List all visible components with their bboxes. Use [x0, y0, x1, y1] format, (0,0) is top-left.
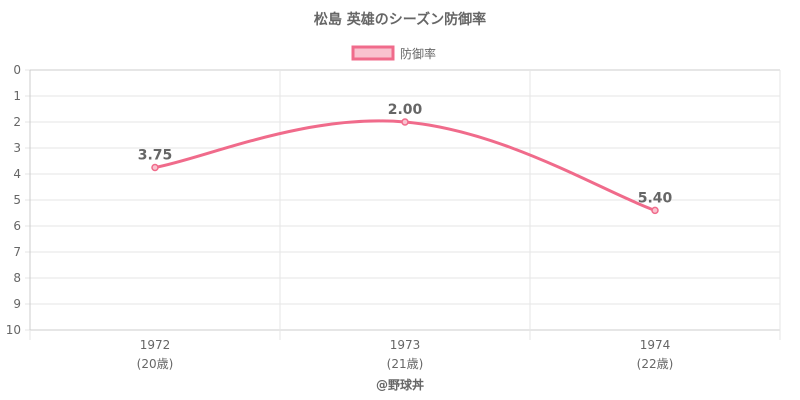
footer-credit: @野球丼 [376, 377, 424, 392]
x-tick-label: 1972 [140, 338, 171, 352]
y-tick-label: 8 [13, 271, 21, 285]
y-tick-label: 10 [6, 323, 21, 337]
legend[interactable]: 防御率 [351, 45, 436, 61]
x-tick-label: 1973 [390, 338, 421, 352]
data-point [151, 163, 159, 172]
y-tick-label: 9 [13, 297, 21, 311]
y-tick-label: 6 [13, 219, 21, 233]
x-tick-sublabel: (22歳) [637, 357, 674, 371]
series-era: 3.75 2.00 5.40 [138, 102, 673, 215]
data-point [401, 118, 409, 126]
x-tick-sublabel: (20歳) [137, 357, 174, 371]
legend-swatch [351, 45, 395, 61]
series-line [154, 119, 656, 212]
data-label: 3.75 [138, 148, 173, 164]
y-tick-label: 3 [13, 141, 21, 155]
chart-title: 松島 英雄のシーズン防御率 [314, 11, 486, 28]
y-tick-label: 4 [13, 167, 21, 181]
x-tick-sublabel: (21歳) [387, 357, 424, 371]
data-label: 5.40 [638, 190, 673, 206]
y-tick-label: 5 [13, 193, 21, 207]
x-axis: 1972 (20歳) 1973 (21歳) 1974 (22歳) [137, 338, 674, 371]
y-tick-label: 2 [13, 115, 21, 129]
data-point [651, 206, 659, 215]
y-tick-label: 1 [13, 89, 21, 103]
y-tick-label: 7 [13, 245, 21, 259]
y-axis: 0 1 2 3 4 5 6 7 8 9 10 [6, 63, 21, 337]
legend-label: 防御率 [400, 46, 436, 61]
x-tick-label: 1974 [640, 338, 671, 352]
y-tick-label: 0 [13, 63, 21, 77]
data-label: 2.00 [388, 102, 423, 118]
